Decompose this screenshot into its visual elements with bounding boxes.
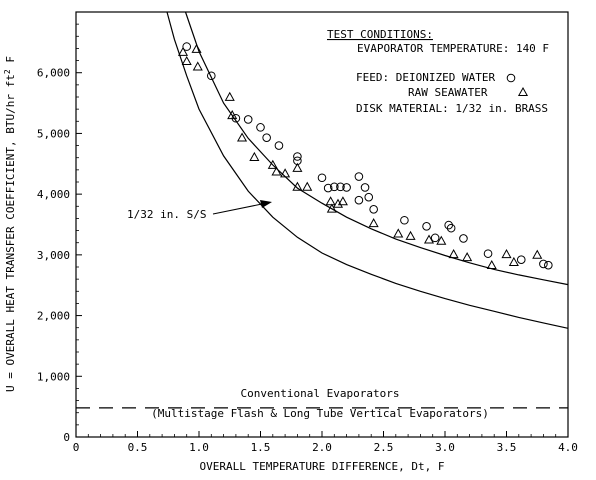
triangle-marker (192, 61, 203, 71)
y-tick-label: 1,000 (37, 370, 70, 383)
circle-marker (364, 192, 374, 202)
test-conditions-temperature: EVAPORATOR TEMPERATURE: 140 F (357, 42, 549, 55)
x-tick-label: 0.5 (128, 441, 148, 454)
circle-legend-marker (506, 73, 516, 83)
triangle-marker (280, 168, 291, 178)
circle-marker (360, 183, 370, 192)
x-tick-label: 3.5 (497, 441, 517, 454)
circle-marker (459, 234, 468, 243)
circle-marker (262, 133, 271, 142)
circle-marker (256, 123, 265, 132)
triangle-marker (393, 228, 404, 238)
conventional-label: Conventional Evaporators (241, 387, 400, 400)
triangle-marker (191, 43, 202, 53)
circle-marker (516, 255, 526, 265)
triangle-marker (448, 249, 459, 259)
circle-marker (354, 172, 364, 181)
circle-marker (243, 115, 253, 124)
y-tick-label: 0 (63, 431, 70, 444)
circle-marker (539, 259, 548, 269)
triangle-marker (181, 55, 192, 66)
circle-marker (182, 42, 191, 51)
triangle-marker (325, 196, 336, 206)
y-tick-label: 4,000 (37, 188, 70, 201)
triangle-marker (302, 181, 313, 191)
y-tick-label: 2,000 (37, 310, 70, 323)
data-markers (177, 42, 553, 270)
triangle-marker (224, 91, 235, 101)
circle-marker (323, 183, 333, 193)
triangle-marker (423, 234, 435, 244)
triangle-marker (436, 235, 447, 245)
test-conditions-seawater: RAW SEAWATER (408, 86, 488, 99)
triangle-marker (267, 159, 278, 169)
triangle-marker (177, 46, 189, 56)
circle-marker (400, 215, 409, 225)
triangle-marker (405, 230, 416, 240)
triangle-marker (292, 181, 303, 191)
circle-marker (369, 205, 378, 214)
curve-annotation-label: 1/32 in. S/S (127, 208, 206, 221)
circle-marker (293, 152, 302, 161)
triangle-legend-marker (517, 86, 529, 96)
circle-marker (207, 71, 216, 81)
triangle-marker (227, 109, 238, 120)
x-tick-label: 1.5 (251, 441, 271, 454)
circle-marker (444, 220, 453, 230)
triangle-marker (292, 162, 303, 172)
y-axis-title: U = OVERALL HEAT TRANSFER COEFFICIENT, B… (3, 56, 17, 392)
triangle-marker (237, 132, 248, 142)
x-tick-label: 3.0 (435, 441, 455, 454)
circle-marker (342, 183, 351, 192)
circle-marker (544, 260, 553, 270)
test-conditions-feed: FEED: DEIONIZED WATER (356, 71, 495, 84)
y-tick-label: 6,000 (37, 67, 70, 80)
x-axis-title: OVERALL TEMPERATURE DIFFERENCE, Dt, F (199, 460, 444, 473)
test-conditions-heading: TEST CONDITIONS: (327, 28, 433, 41)
circle-marker (274, 141, 284, 150)
triangle-marker (368, 218, 379, 228)
x-tick-label: 0 (73, 441, 80, 454)
triangle-marker (332, 198, 344, 208)
circle-marker (422, 222, 431, 231)
curve-annotation-arrowhead (260, 200, 272, 208)
x-tick-label: 4.0 (558, 441, 578, 454)
circle-marker (430, 233, 440, 243)
circle-marker (354, 195, 364, 205)
x-tick-label: 2.5 (374, 441, 394, 454)
x-tick-label: 2.0 (312, 441, 332, 454)
triangle-marker (532, 249, 543, 259)
circle-marker (336, 182, 345, 192)
circle-marker (317, 173, 327, 183)
triangle-marker (462, 252, 473, 262)
test-conditions-legend: TEST CONDITIONS: EVAPORATOR TEMPERATURE:… (327, 28, 549, 115)
conventional-sublabel: (Multistage Flash & Long Tube Vertical E… (151, 407, 489, 420)
circle-marker (483, 249, 493, 258)
curve-annotation-arrow-line (212, 203, 263, 215)
tick-marks (75, 23, 569, 438)
test-conditions-disk-material: DISK MATERIAL: 1/32 in. BRASS (356, 102, 548, 115)
circle-marker (330, 182, 339, 192)
circle-marker (446, 223, 456, 233)
curve-upper (184, 11, 569, 286)
triangle-marker (486, 259, 497, 270)
triangle-marker (508, 256, 519, 267)
triangle-marker (326, 203, 337, 213)
model-curves (166, 11, 569, 329)
y-tick-label: 3,000 (37, 249, 70, 262)
x-tick-label: 1.0 (189, 441, 209, 454)
triangle-marker (501, 249, 512, 259)
triangle-marker (249, 151, 260, 161)
x-tick-labels: 0 0.5 1.0 1.5 2.0 2.5 3.0 3.5 4.0 (73, 441, 578, 454)
y-tick-label: 5,000 (37, 127, 70, 140)
curve-lower (166, 11, 569, 329)
y-tick-labels: 0 1,000 2,000 3,000 4,000 5,000 6,000 (37, 67, 70, 444)
triangle-marker (337, 196, 348, 206)
triangle-marker (271, 166, 282, 176)
